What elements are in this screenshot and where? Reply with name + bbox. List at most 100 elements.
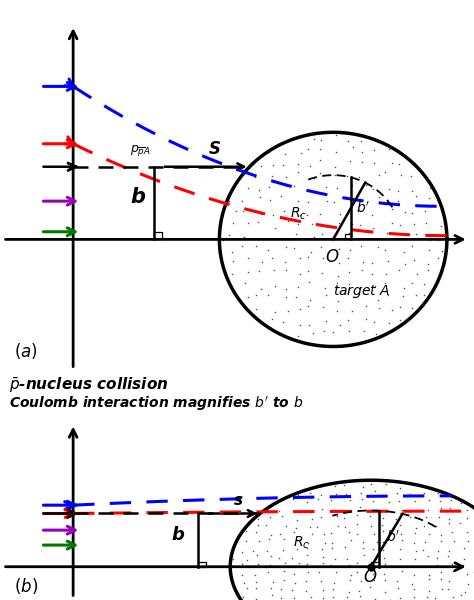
Point: [450, 536, 457, 545]
Point: [255, 520, 262, 530]
Point: [356, 172, 363, 182]
Point: [323, 182, 330, 192]
Point: [358, 148, 365, 157]
Point: [472, 599, 474, 600]
Point: [252, 577, 260, 586]
Point: [412, 229, 420, 239]
Point: [329, 592, 337, 600]
Point: [280, 535, 287, 544]
Point: [407, 512, 414, 522]
Point: [345, 527, 353, 536]
Point: [319, 593, 327, 600]
Point: [379, 526, 387, 536]
Point: [327, 560, 335, 570]
Point: [394, 583, 402, 593]
Point: [309, 219, 316, 229]
Point: [379, 513, 387, 523]
Point: [347, 570, 355, 580]
Point: [425, 245, 433, 255]
Point: [258, 257, 266, 267]
Point: [349, 197, 357, 207]
Point: [434, 560, 441, 570]
Point: [278, 511, 285, 521]
Point: [369, 569, 376, 579]
Point: [320, 326, 328, 336]
Point: [432, 593, 439, 600]
Point: [289, 494, 297, 504]
Point: [291, 243, 298, 253]
Point: [319, 552, 327, 562]
Text: $\boldsymbol{S}$: $\boldsymbol{S}$: [209, 140, 221, 158]
Point: [334, 340, 341, 350]
Point: [305, 278, 313, 287]
Point: [294, 490, 302, 499]
Point: [232, 206, 240, 215]
Point: [445, 546, 452, 556]
Point: [369, 223, 376, 232]
Point: [242, 536, 250, 545]
Point: [335, 244, 343, 253]
Point: [276, 529, 283, 539]
Point: [422, 512, 430, 522]
Point: [293, 515, 301, 524]
Point: [366, 511, 374, 520]
Point: [379, 545, 386, 554]
Point: [303, 210, 311, 220]
Point: [308, 529, 316, 539]
Point: [294, 544, 301, 554]
Point: [268, 590, 275, 600]
Point: [407, 171, 415, 181]
Point: [448, 559, 456, 568]
Point: [411, 496, 419, 505]
Point: [349, 180, 356, 190]
Point: [294, 196, 301, 206]
Point: [388, 205, 396, 214]
Point: [251, 571, 259, 580]
Point: [457, 590, 465, 600]
Point: [382, 587, 389, 596]
Point: [397, 170, 405, 180]
Point: [410, 480, 418, 490]
Point: [242, 169, 250, 178]
Point: [264, 245, 272, 255]
Point: [385, 145, 393, 154]
Text: $O$: $O$: [325, 248, 339, 266]
Point: [356, 502, 364, 512]
Point: [358, 494, 365, 504]
Point: [310, 173, 318, 183]
Point: [317, 220, 325, 229]
Point: [269, 577, 276, 587]
Point: [463, 514, 471, 523]
Point: [258, 234, 265, 244]
Point: [438, 530, 445, 540]
Point: [381, 569, 388, 579]
Point: [394, 577, 401, 586]
Point: [342, 489, 349, 499]
Point: [459, 560, 467, 570]
Point: [328, 529, 335, 538]
Point: [268, 314, 276, 323]
Point: [318, 242, 325, 252]
Point: [355, 290, 363, 299]
Point: [330, 506, 338, 516]
Point: [433, 554, 441, 563]
Point: [449, 592, 456, 600]
Point: [226, 279, 234, 289]
Text: $p_{\overline{p}A}$: $p_{\overline{p}A}$: [130, 143, 151, 159]
Text: $(a)$: $(a)$: [14, 341, 37, 361]
Point: [460, 544, 467, 553]
Point: [447, 503, 454, 513]
Point: [369, 497, 376, 506]
Point: [295, 559, 303, 568]
Point: [282, 292, 289, 302]
Point: [317, 209, 324, 219]
Point: [319, 302, 327, 312]
Point: [243, 584, 251, 593]
Point: [266, 235, 273, 244]
Point: [410, 571, 418, 580]
Point: [266, 560, 274, 569]
Point: [310, 134, 318, 143]
Point: [306, 522, 314, 532]
Point: [424, 506, 432, 515]
Point: [228, 247, 236, 257]
